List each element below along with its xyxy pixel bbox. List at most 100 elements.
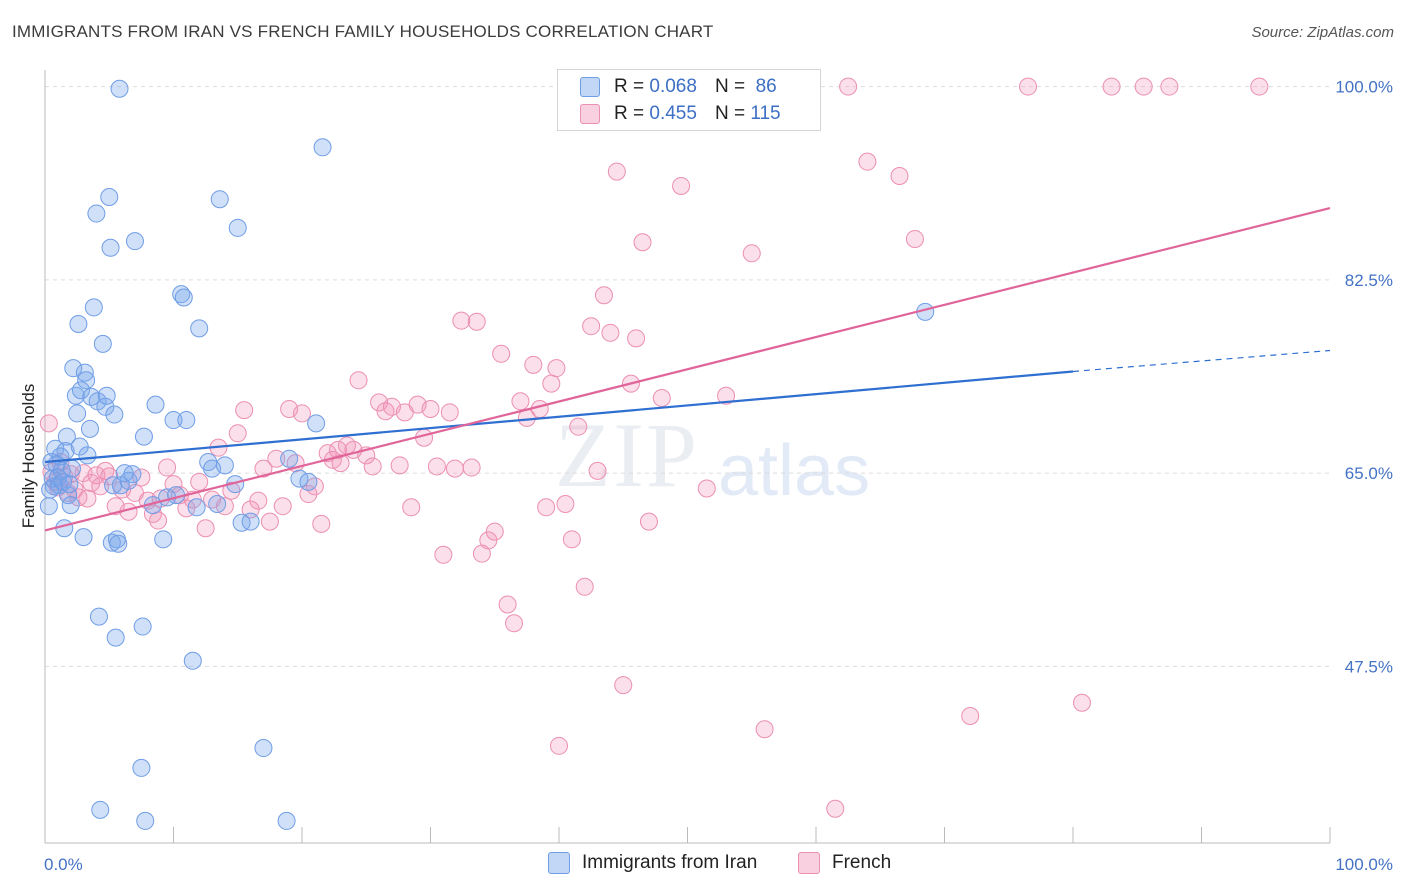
iran-point: [132, 758, 151, 777]
iran-point: [106, 628, 125, 647]
french-point: [190, 472, 209, 491]
iran-point: [177, 411, 196, 430]
french-point: [717, 386, 736, 405]
iran-point: [75, 363, 94, 382]
iran-point: [134, 427, 153, 446]
iran-point: [66, 386, 85, 405]
legend-n-label: N =: [714, 103, 746, 124]
french-point: [1250, 77, 1269, 96]
legend-r-value-iran: 0.068: [649, 76, 697, 97]
trend-lines: [44, 206, 1331, 532]
iran-point: [101, 238, 120, 257]
french-point: [440, 403, 459, 422]
french-point: [826, 799, 845, 818]
french-point: [273, 497, 292, 516]
legend-n-value-iran: 86: [755, 76, 777, 97]
y-tick-label: 82.5%: [1345, 271, 1393, 290]
french-point: [905, 229, 924, 248]
french-point: [550, 736, 568, 755]
watermark-atlas: atlas: [718, 431, 871, 511]
y-tick-label: 100.0%: [1335, 78, 1393, 97]
french-point: [452, 311, 471, 330]
correlation-legend: R = 0.068 N = 86 R = 0.455 N = 115: [557, 69, 821, 131]
french-point: [755, 720, 774, 739]
french-point: [633, 233, 652, 252]
french-point: [652, 388, 671, 407]
french-point: [1160, 77, 1179, 96]
french-point: [627, 329, 646, 348]
iran-point: [77, 371, 96, 390]
watermark-zip: ZIP: [555, 404, 699, 506]
french-point: [427, 457, 446, 476]
french-point: [228, 424, 247, 443]
iran-point: [93, 334, 112, 353]
iran-point: [174, 288, 193, 307]
iran-point: [84, 298, 103, 317]
french-point: [462, 458, 481, 477]
french-point: [312, 514, 331, 533]
legend-r-label: R =: [614, 103, 645, 124]
french-point: [505, 614, 524, 633]
iran-point: [146, 395, 165, 414]
iran-point: [164, 411, 183, 430]
french-point: [697, 479, 716, 498]
french-point: [467, 312, 486, 331]
french-point: [524, 355, 543, 374]
french-point: [254, 459, 273, 478]
iran-points: [39, 79, 935, 830]
iran-point: [187, 498, 206, 517]
y-axis-label: Family Households: [19, 384, 38, 529]
iran-point: [136, 811, 155, 830]
french-point: [78, 489, 97, 508]
iran-point: [74, 528, 93, 547]
french-point: [1134, 77, 1153, 96]
iran-point: [71, 381, 90, 400]
iran-point: [190, 319, 209, 338]
french-point: [569, 417, 588, 436]
iran-point: [109, 534, 128, 553]
iran-point: [299, 472, 318, 491]
iran-point: [55, 519, 74, 538]
legend-swatch-french: [580, 104, 600, 124]
legend-swatch-iran: [580, 77, 600, 97]
x-tick-label: 0.0%: [44, 855, 83, 874]
iran-point: [70, 437, 89, 456]
french-point: [492, 344, 511, 363]
french-point: [1072, 693, 1091, 712]
legend-n-value-french: 115: [750, 103, 781, 124]
iran-point: [51, 447, 70, 466]
french-point: [594, 286, 613, 305]
iran-point: [133, 617, 152, 636]
french-point: [485, 522, 504, 541]
french-point: [479, 531, 498, 550]
iran-point: [232, 513, 251, 532]
iran-point: [125, 232, 144, 251]
french-point: [328, 440, 347, 459]
iran-point: [87, 204, 106, 223]
french-point: [858, 152, 877, 171]
french-point: [421, 400, 440, 419]
legend-row-iran: R = 0.068 N = 86: [580, 74, 777, 100]
french-points: [39, 77, 1269, 818]
french-point: [530, 400, 549, 419]
iran-point: [183, 651, 202, 670]
french-point: [293, 404, 311, 423]
french-point: [363, 457, 382, 476]
french-point: [607, 162, 626, 181]
french-point: [235, 401, 254, 420]
tick-labels: 47.5% 65.0% 82.5% 100.0% 0.0% 100.0%: [44, 78, 1393, 874]
iran-point: [313, 138, 332, 157]
iran-point: [44, 477, 63, 496]
french-point: [547, 359, 566, 378]
french-point: [601, 323, 620, 342]
french-point: [961, 707, 980, 726]
iran-point: [208, 494, 227, 513]
french-point: [472, 544, 491, 563]
french-point: [582, 317, 601, 336]
iran-point: [115, 464, 134, 483]
bottom-legend-french: French: [798, 852, 891, 874]
french-point: [839, 77, 858, 96]
french-point: [511, 392, 530, 411]
french-point: [672, 176, 691, 195]
